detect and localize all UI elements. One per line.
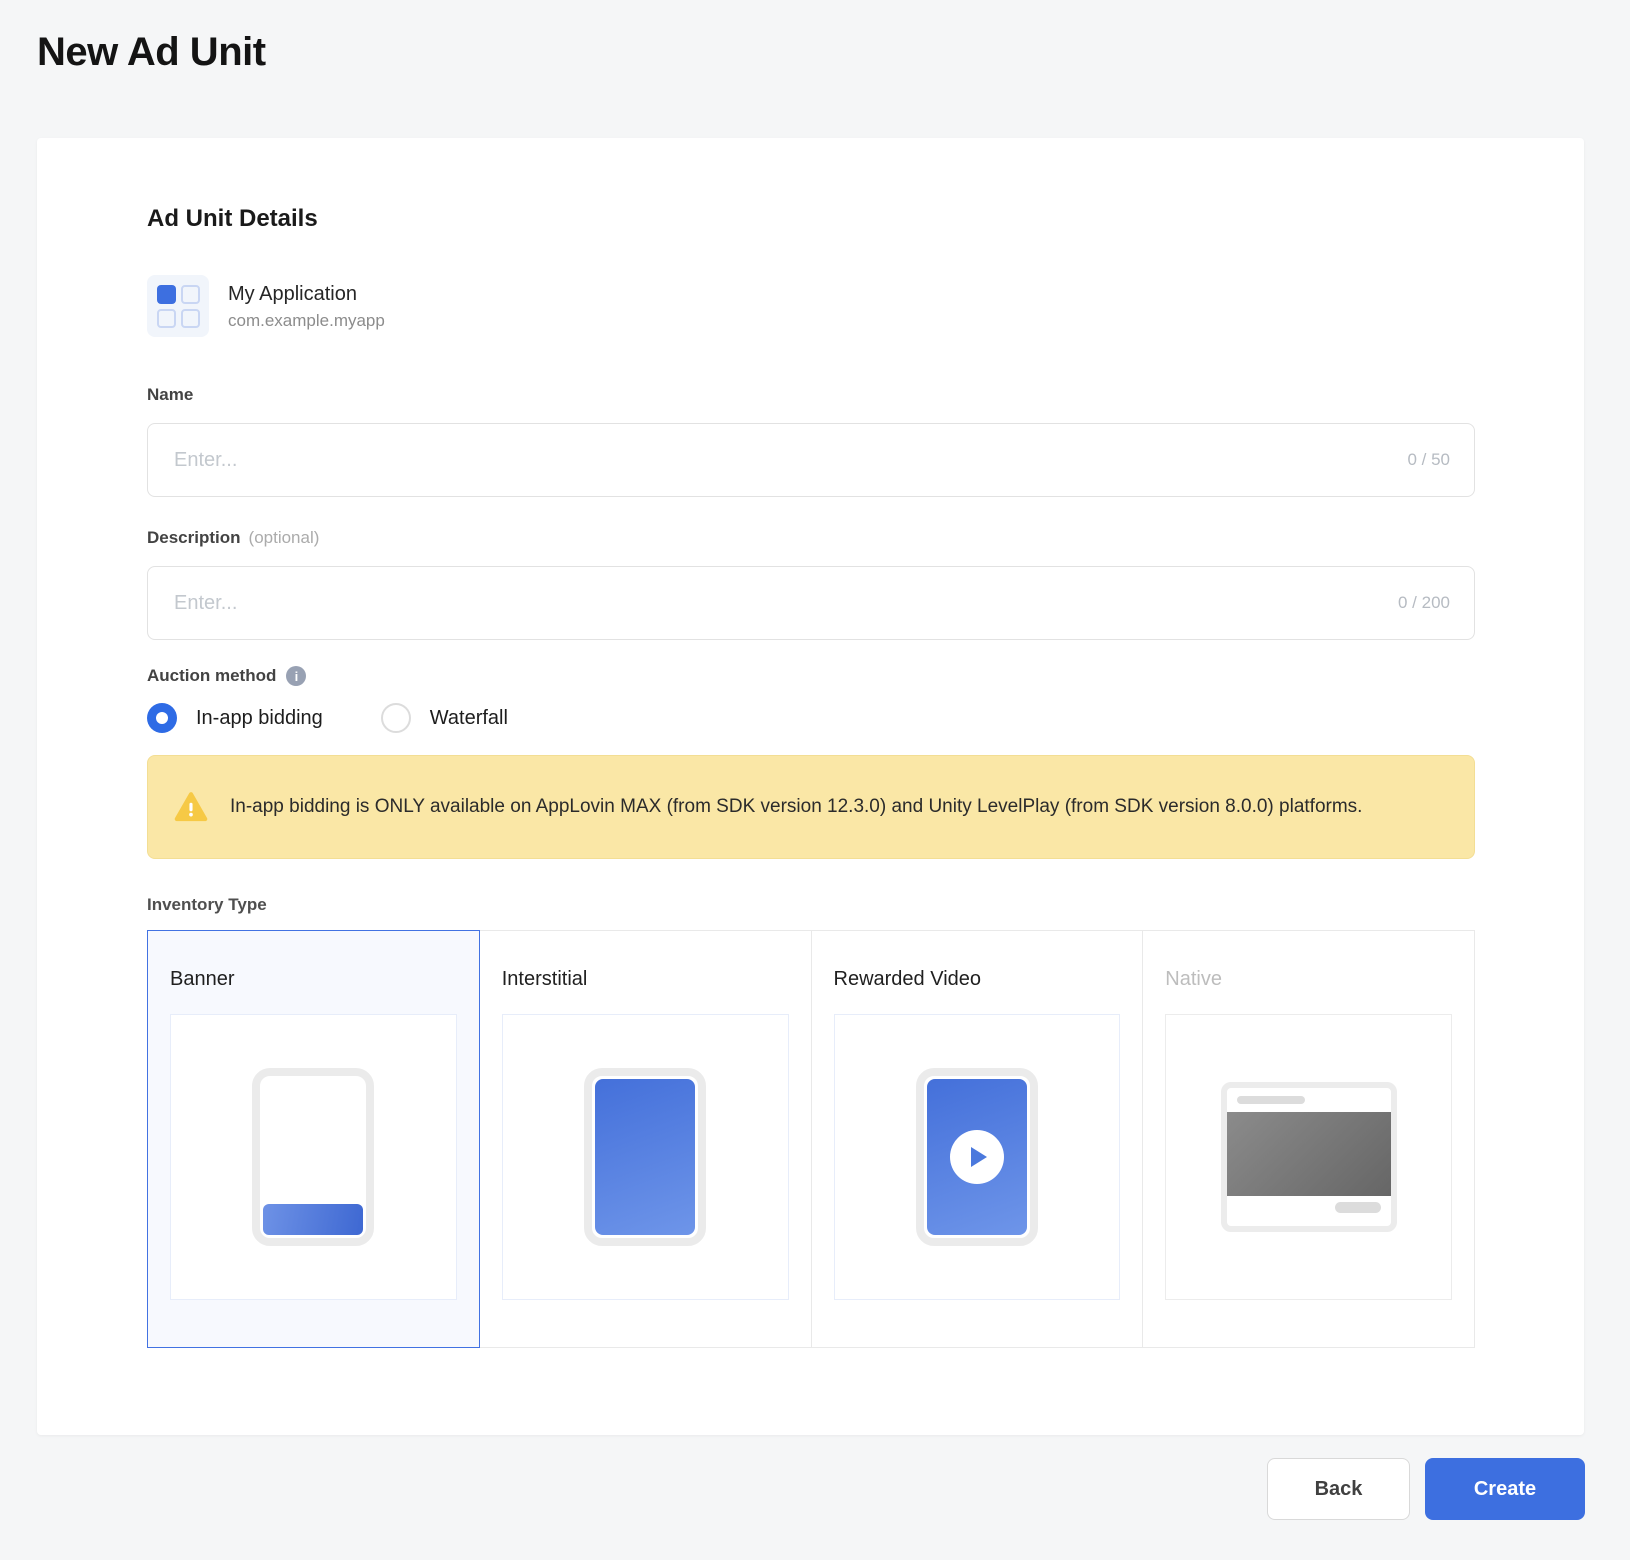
fullscreen-ad-shape bbox=[595, 1079, 696, 1235]
native-illustration bbox=[1165, 1014, 1452, 1300]
description-label-text: Description bbox=[147, 528, 241, 547]
phone-frame-icon bbox=[915, 1068, 1038, 1246]
app-name: My Application bbox=[228, 282, 357, 305]
inventory-type-label: Inventory Type bbox=[147, 895, 267, 914]
radio-selected-icon[interactable] bbox=[147, 703, 177, 733]
app-grid-icon bbox=[147, 275, 209, 337]
radio-option-label: In-app bidding bbox=[196, 706, 323, 729]
fullscreen-ad-shape bbox=[926, 1079, 1027, 1235]
name-input[interactable] bbox=[172, 447, 1388, 473]
description-input-box: 0 / 200 bbox=[147, 566, 1475, 640]
native-ad-card-icon bbox=[1220, 1082, 1397, 1232]
app-grid-icon-square bbox=[156, 308, 176, 328]
section-title: Ad Unit Details bbox=[147, 205, 318, 232]
radio-unselected-icon[interactable] bbox=[380, 703, 411, 733]
play-triangle-icon bbox=[971, 1147, 988, 1167]
play-button-icon bbox=[949, 1130, 1004, 1184]
banner-illustration bbox=[170, 1014, 457, 1300]
inventory-card-native: Native bbox=[1142, 930, 1475, 1348]
inventory-card-title: Native bbox=[1165, 968, 1222, 990]
phone-frame-icon bbox=[584, 1068, 707, 1246]
inventory-card-title: Rewarded Video bbox=[833, 968, 982, 990]
warning-triangle-icon bbox=[174, 792, 208, 822]
name-input-box: 0 / 50 bbox=[147, 423, 1475, 497]
app-grid-icon-square bbox=[156, 284, 176, 304]
rewarded-video-illustration bbox=[833, 1014, 1121, 1300]
inventory-type-grid: Banner Interstitial Rewarded Video bbox=[147, 930, 1475, 1348]
back-button[interactable]: Back bbox=[1267, 1458, 1410, 1520]
name-char-counter: 0 / 50 bbox=[1407, 450, 1450, 469]
interstitial-illustration bbox=[501, 1014, 789, 1300]
native-image-shape bbox=[1226, 1112, 1391, 1196]
native-footer-shape bbox=[1237, 1196, 1381, 1218]
warning-banner: In-app bidding is ONLY available on AppL… bbox=[147, 755, 1475, 859]
inventory-card-banner[interactable]: Banner bbox=[147, 930, 480, 1348]
page-title: New Ad Unit bbox=[37, 30, 266, 74]
info-icon[interactable]: i bbox=[286, 666, 307, 686]
description-optional-hint: (optional) bbox=[248, 528, 320, 547]
description-input[interactable] bbox=[172, 590, 1378, 616]
auction-method-label-row: Auction method i bbox=[147, 666, 1475, 686]
auction-method-options: In-app bidding Waterfall bbox=[147, 703, 1475, 733]
radio-option-waterfall[interactable]: Waterfall bbox=[380, 703, 508, 733]
ad-unit-form-card: Ad Unit Details My Application com.examp… bbox=[37, 138, 1584, 1435]
native-title-bar-shape bbox=[1236, 1096, 1305, 1104]
description-field-label: Description (optional) bbox=[147, 528, 1475, 548]
create-button[interactable]: Create bbox=[1425, 1458, 1585, 1520]
app-package: com.example.myapp bbox=[228, 310, 385, 330]
app-grid-icon-square bbox=[180, 308, 200, 328]
native-cta-shape bbox=[1334, 1201, 1381, 1213]
radio-option-label: Waterfall bbox=[429, 706, 508, 729]
selected-app-row: My Application com.example.myapp bbox=[147, 275, 1475, 337]
app-grid-icon-square bbox=[180, 284, 200, 304]
warning-text: In-app bidding is ONLY available on AppL… bbox=[230, 796, 1363, 817]
app-meta: My Application com.example.myapp bbox=[228, 281, 385, 332]
inventory-card-rewarded-video[interactable]: Rewarded Video bbox=[810, 930, 1144, 1348]
name-field-label: Name bbox=[147, 385, 194, 404]
inventory-card-title: Interstitial bbox=[501, 968, 588, 990]
description-char-counter: 0 / 200 bbox=[1398, 593, 1450, 612]
inventory-card-title: Banner bbox=[170, 968, 235, 990]
banner-ad-shape bbox=[263, 1204, 364, 1235]
radio-option-in-app-bidding[interactable]: In-app bidding bbox=[147, 703, 323, 733]
phone-frame-icon bbox=[252, 1068, 375, 1246]
auction-method-label: Auction method bbox=[147, 666, 277, 685]
inventory-card-interstitial[interactable]: Interstitial bbox=[478, 930, 812, 1348]
